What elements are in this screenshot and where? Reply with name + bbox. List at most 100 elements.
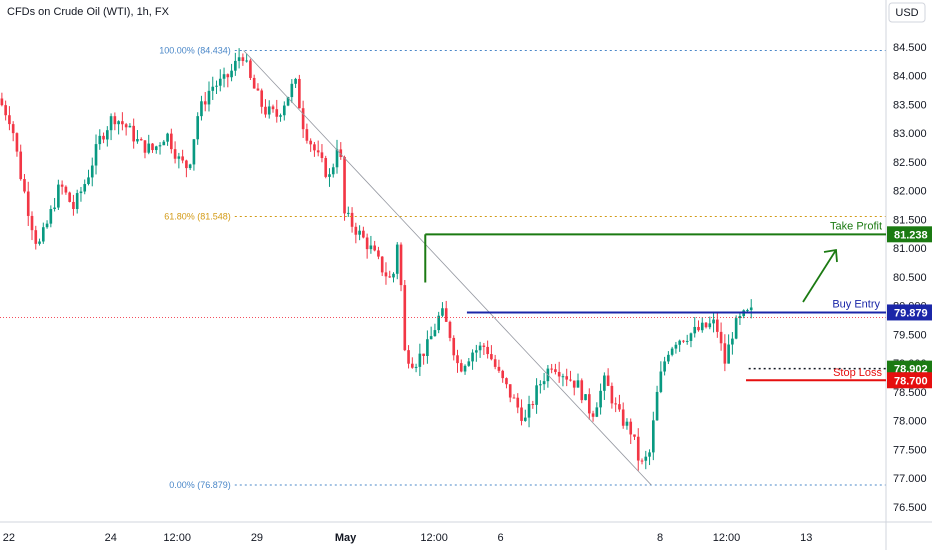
overlay-layer: 100.00% (84.434) 61.80% (81.548) 0.00% (76… xyxy=(0,46,886,490)
candle-body xyxy=(45,223,49,228)
candle-body xyxy=(151,143,154,151)
candle-body xyxy=(11,124,15,134)
candle-body xyxy=(260,90,264,107)
candle-body xyxy=(377,250,380,257)
y-tick-label: 84.000 xyxy=(893,71,927,83)
x-tick-label: 13 xyxy=(800,532,812,544)
candle-body xyxy=(335,149,339,168)
candle-body xyxy=(226,74,230,78)
candle-body xyxy=(411,363,414,368)
x-tick-label: 12:00 xyxy=(420,532,448,544)
candle-body xyxy=(267,106,271,115)
candle-body xyxy=(279,115,282,117)
candle-body xyxy=(369,245,373,250)
candle-body xyxy=(674,344,678,349)
candle-body xyxy=(75,193,79,210)
candle-body xyxy=(584,394,587,401)
candle-body xyxy=(523,417,527,421)
candle-body xyxy=(0,98,4,106)
candle-body xyxy=(670,348,674,355)
candle-body xyxy=(298,78,301,109)
candle-body xyxy=(482,345,486,347)
candle-body xyxy=(305,129,309,141)
y-tick-label: 84.500 xyxy=(893,42,927,54)
y-tick-label: 82.500 xyxy=(893,157,927,169)
candle-body xyxy=(215,85,218,87)
y-tick-label: 80.500 xyxy=(893,272,927,284)
candle-body xyxy=(316,150,320,153)
candle-body xyxy=(441,308,444,316)
candle-body xyxy=(139,139,143,141)
x-tick-label: 8 xyxy=(657,532,663,544)
candle-body xyxy=(554,369,557,372)
candle-body xyxy=(591,413,595,417)
candle-body xyxy=(459,363,463,372)
x-tick-label: 12:00 xyxy=(163,532,191,544)
candle-body xyxy=(512,397,516,399)
candle-body xyxy=(196,116,200,140)
candle-body xyxy=(143,140,147,153)
candle-body xyxy=(346,212,350,214)
candle-body xyxy=(542,381,546,385)
candle-body xyxy=(64,186,68,193)
candle-body xyxy=(539,384,542,386)
stop-loss-annotation: Stop Loss xyxy=(833,367,882,379)
candle-body xyxy=(531,404,535,406)
y-tick-label: 76.500 xyxy=(893,502,927,514)
candle-body xyxy=(557,371,561,377)
candle-body xyxy=(83,184,87,192)
candle-body xyxy=(437,315,440,331)
candle-body xyxy=(738,316,742,319)
candle-body xyxy=(444,308,448,322)
candle-body xyxy=(467,361,471,366)
candle-body xyxy=(569,379,572,381)
candle-body xyxy=(147,143,151,153)
candle-body xyxy=(599,390,602,408)
candle-body xyxy=(60,184,64,187)
candle-body xyxy=(365,237,369,250)
candle-body xyxy=(328,174,331,177)
price-axis-panel[interactable] xyxy=(886,0,932,550)
candle-body xyxy=(41,227,45,242)
buy-entry-annotation: Buy Entry xyxy=(832,298,880,310)
candle-body xyxy=(200,101,203,117)
candle-body xyxy=(245,60,248,62)
candle-layer xyxy=(0,48,753,471)
candle-body xyxy=(30,215,34,231)
x-tick-label: 22 xyxy=(3,532,15,544)
candle-body xyxy=(685,340,689,342)
candle-body xyxy=(704,322,708,328)
candle-body xyxy=(4,105,7,116)
candle-body xyxy=(448,321,452,338)
candle-body xyxy=(241,57,245,62)
candle-body xyxy=(603,375,606,391)
candle-body xyxy=(117,121,120,125)
x-tick-layer: 22 24 12:00 29 May 12:00 6 8 12:00 13 xyxy=(3,532,813,544)
candle-body xyxy=(749,307,753,311)
candle-body xyxy=(57,184,60,208)
candle-body xyxy=(572,380,576,388)
candle-body xyxy=(286,97,290,106)
candle-body xyxy=(234,60,237,71)
candle-body xyxy=(651,420,655,453)
fib-trend-line xyxy=(243,50,652,486)
candle-body xyxy=(501,370,505,379)
candle-body xyxy=(8,115,11,125)
fib-level-label: 0.00% (76.879) xyxy=(169,480,231,490)
candle-body xyxy=(68,192,71,202)
projection-arrow-shaft xyxy=(802,249,837,303)
candle-body xyxy=(682,340,685,342)
candle-body xyxy=(535,385,538,405)
currency-button[interactable] xyxy=(888,2,926,23)
candle-body xyxy=(207,90,211,105)
candle-body xyxy=(433,330,437,337)
y-tick-label: 81.500 xyxy=(893,214,927,226)
y-tick-label: 82.000 xyxy=(893,186,927,198)
candle-body xyxy=(124,124,128,128)
candle-body xyxy=(689,333,693,341)
x-tick-label: 6 xyxy=(498,532,504,544)
candle-body xyxy=(576,380,580,388)
candle-body xyxy=(727,344,730,364)
x-tick-label: 29 xyxy=(251,532,263,544)
